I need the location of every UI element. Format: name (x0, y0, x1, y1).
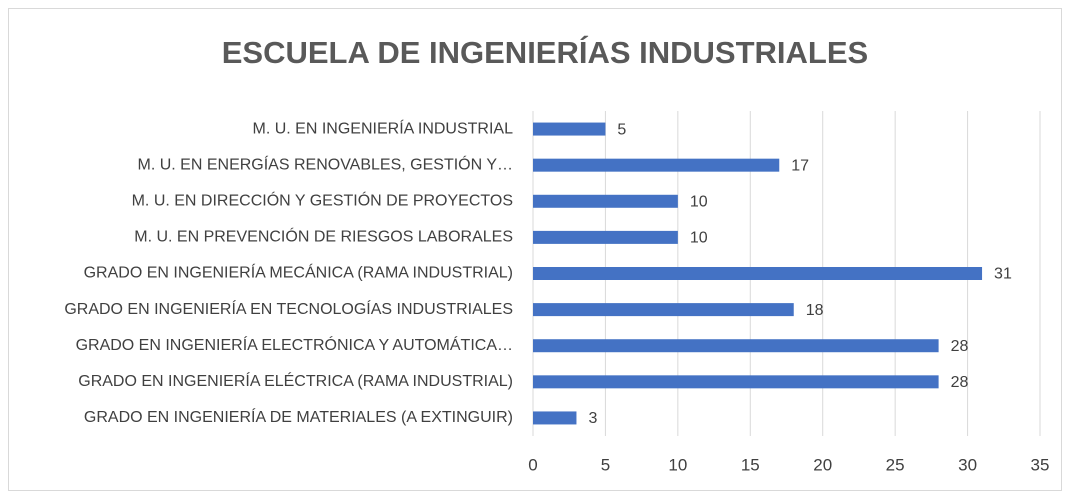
y-tick-label: GRADO EN INGENIERÍA MECÁNICA (RAMA INDUS… (84, 263, 513, 282)
y-tick-label: GRADO EN INGENIERÍA ELECTRÓNICA Y AUTOMÁ… (76, 335, 513, 354)
bar (533, 303, 794, 317)
bar (533, 194, 678, 208)
data-label: 28 (951, 374, 969, 391)
chart-frame (8, 8, 1062, 491)
y-tick-label: GRADO EN INGENIERÍA DE MATERIALES (A EXT… (84, 407, 513, 426)
data-label: 17 (791, 157, 809, 174)
x-tick-label: 30 (958, 455, 977, 474)
y-tick-label: M. U. EN PREVENCIÓN DE RIESGOS LABORALES (134, 227, 513, 246)
data-label: 3 (588, 410, 597, 427)
y-tick-label: M. U. EN DIRECCIÓN Y GESTIÓN DE PROYECTO… (132, 190, 513, 209)
y-tick-label: GRADO EN INGENIERÍA EN TECNOLOGÍAS INDUS… (64, 299, 513, 318)
bar (533, 158, 780, 172)
bar (533, 375, 939, 389)
x-tick-label: 25 (886, 455, 905, 474)
x-tick-label: 10 (668, 455, 687, 474)
data-label: 28 (951, 338, 969, 355)
x-tick-label: 5 (601, 455, 610, 474)
data-label: 31 (994, 266, 1012, 283)
bar (533, 339, 939, 353)
bar (533, 411, 577, 425)
data-label: 5 (617, 121, 626, 138)
x-tick-label: 0 (528, 455, 537, 474)
x-tick-label: 35 (1031, 455, 1050, 474)
bar (533, 267, 983, 280)
x-tick-label: 15 (741, 455, 760, 474)
chart-title: ESCUELA DE INGENIERÍAS INDUSTRIALES (222, 35, 868, 70)
y-tick-label: M. U. EN INGENIERÍA INDUSTRIAL (253, 118, 514, 137)
x-tick-label: 20 (813, 455, 832, 474)
y-tick-label: M. U. EN ENERGÍAS RENOVABLES, GESTIÓN Y… (138, 154, 514, 173)
data-label: 10 (690, 193, 708, 210)
data-label: 18 (806, 302, 824, 319)
bar (533, 122, 606, 136)
bar (533, 230, 678, 244)
data-label: 10 (690, 230, 708, 247)
y-tick-label: GRADO EN INGENIERÍA ELÉCTRICA (RAMA INDU… (78, 371, 513, 390)
